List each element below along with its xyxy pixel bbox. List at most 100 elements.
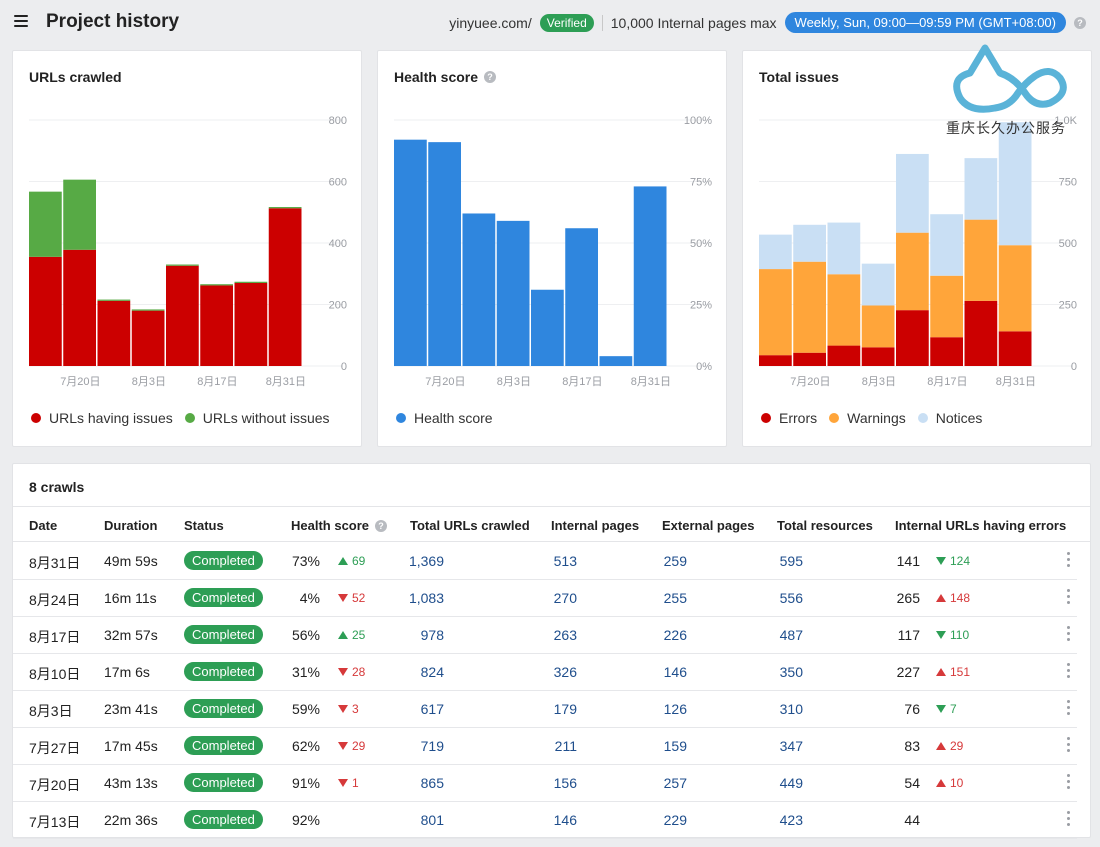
bar-urls-without-issues[interactable] bbox=[63, 179, 96, 250]
bar-urls-without-issues[interactable] bbox=[166, 264, 199, 266]
cell-internal[interactable]: 156 bbox=[553, 775, 577, 791]
cell-external[interactable]: 255 bbox=[663, 590, 687, 606]
bar-warnings[interactable] bbox=[759, 269, 792, 356]
column-header-external[interactable]: External pages bbox=[662, 518, 755, 533]
cell-resources[interactable]: 310 bbox=[779, 701, 803, 717]
bar-errors[interactable] bbox=[861, 347, 895, 366]
table-row[interactable]: 8月3日 23m 41s Completed 59% 617 179 126 310 76 3 7 bbox=[13, 691, 1077, 728]
legend-item[interactable]: Notices bbox=[917, 410, 982, 426]
bar-urls-without-issues[interactable] bbox=[97, 299, 131, 301]
table-row[interactable]: 7月27日 17m 45s Completed 62% 719 211 159 347 83 29… bbox=[13, 728, 1077, 765]
bar-urls-without-issues[interactable] bbox=[268, 207, 302, 209]
column-header-date[interactable]: Date bbox=[29, 518, 58, 533]
bar-notices[interactable] bbox=[827, 222, 861, 275]
bar-warnings[interactable] bbox=[964, 219, 998, 301]
cell-external[interactable]: 159 bbox=[663, 738, 687, 754]
table-row[interactable]: 7月20日 43m 13s Completed 91% 865 156 257 449 54 1 1… bbox=[13, 765, 1077, 802]
cell-internal[interactable]: 146 bbox=[553, 812, 577, 828]
row-menu-icon[interactable] bbox=[1063, 626, 1073, 644]
cell-external[interactable]: 259 bbox=[663, 553, 687, 569]
cell-status[interactable]: Completed bbox=[184, 810, 263, 829]
help-icon[interactable]: ? bbox=[484, 71, 497, 83]
bar-notices[interactable] bbox=[793, 224, 826, 262]
bar-errors[interactable] bbox=[964, 300, 998, 366]
legend-item[interactable]: URLs having issues bbox=[31, 410, 173, 426]
cell-resources[interactable]: 350 bbox=[779, 664, 803, 680]
legend-item[interactable]: URLs without issues bbox=[184, 410, 330, 426]
bar-health-score[interactable] bbox=[462, 213, 496, 366]
bar-urls-having-issues[interactable] bbox=[268, 208, 302, 366]
bar-urls-having-issues[interactable] bbox=[131, 310, 165, 366]
bar-health-score[interactable] bbox=[565, 228, 598, 366]
cell-external[interactable]: 229 bbox=[663, 812, 687, 828]
bar-errors[interactable] bbox=[793, 352, 826, 366]
cell-resources[interactable]: 449 bbox=[779, 775, 803, 791]
bar-health-score[interactable] bbox=[531, 289, 564, 366]
table-row[interactable]: 8月24日 16m 11s Completed 4% 1,083 270 255 556 265… bbox=[13, 580, 1077, 617]
bar-notices[interactable] bbox=[964, 158, 998, 220]
help-icon[interactable]: ? bbox=[375, 519, 388, 532]
cell-external[interactable]: 257 bbox=[663, 775, 687, 791]
cell-status[interactable]: Completed bbox=[184, 736, 263, 755]
legend-item[interactable]: Health score bbox=[396, 410, 493, 426]
bar-notices[interactable] bbox=[861, 263, 895, 306]
cell-internal[interactable]: 270 bbox=[553, 590, 577, 606]
cell-status[interactable]: Completed bbox=[184, 588, 263, 607]
cell-status[interactable]: Completed bbox=[184, 551, 263, 570]
cell-status[interactable]: Completed bbox=[184, 699, 263, 718]
row-menu-icon[interactable] bbox=[1063, 663, 1073, 681]
bar-urls-having-issues[interactable] bbox=[166, 265, 199, 366]
cell-resources[interactable]: 423 bbox=[779, 812, 803, 828]
health-score-chart[interactable]: 0% 25% 50% 75% 100% 7月20日 8月3日 8月17日 8月31日 bbox=[378, 51, 728, 448]
legend-item[interactable]: Errors bbox=[761, 410, 817, 426]
table-row[interactable]: 8月17日 32m 57s Completed 56% 978 263 226 487 117 2… bbox=[13, 617, 1077, 654]
cell-urls[interactable]: 978 bbox=[420, 627, 444, 643]
bar-warnings[interactable] bbox=[896, 232, 929, 311]
bar-notices[interactable] bbox=[896, 153, 929, 233]
total-issues-chart[interactable]: 0 250 500 750 1.0K 7月20日 8月3日 8月17日 8月31日 bbox=[743, 51, 1093, 448]
help-icon[interactable]: ? bbox=[1074, 16, 1086, 29]
bar-health-score[interactable] bbox=[633, 186, 667, 366]
cell-resources[interactable]: 347 bbox=[779, 738, 803, 754]
bar-urls-without-issues[interactable] bbox=[200, 284, 233, 286]
cell-internal[interactable]: 326 bbox=[553, 664, 577, 680]
row-menu-icon[interactable] bbox=[1063, 737, 1073, 755]
column-header-duration[interactable]: Duration bbox=[104, 518, 158, 533]
cell-resources[interactable]: 595 bbox=[779, 553, 803, 569]
bar-health-score[interactable] bbox=[394, 139, 427, 366]
bar-warnings[interactable] bbox=[998, 245, 1032, 332]
bar-urls-without-issues[interactable] bbox=[29, 191, 62, 257]
bar-health-score[interactable] bbox=[428, 142, 461, 366]
cell-urls[interactable]: 865 bbox=[420, 775, 444, 791]
row-menu-icon[interactable] bbox=[1063, 774, 1073, 792]
cell-external[interactable]: 146 bbox=[663, 664, 687, 680]
urls-crawled-chart[interactable]: 0 200 400 600 800 7月20日 8月3日 8月17日 8月31日 bbox=[13, 51, 363, 448]
cell-external[interactable]: 226 bbox=[663, 627, 687, 643]
cell-urls[interactable]: 719 bbox=[420, 738, 444, 754]
bar-errors[interactable] bbox=[930, 337, 963, 366]
cell-internal[interactable]: 211 bbox=[554, 738, 577, 754]
column-header-errors[interactable]: Internal URLs having errors bbox=[895, 518, 1067, 533]
bar-urls-having-issues[interactable] bbox=[29, 256, 62, 366]
legend-item[interactable]: Warnings bbox=[829, 410, 906, 426]
cell-resources[interactable]: 556 bbox=[779, 590, 803, 606]
cell-internal[interactable]: 513 bbox=[553, 553, 577, 569]
bar-warnings[interactable] bbox=[793, 261, 826, 353]
bar-errors[interactable] bbox=[759, 355, 792, 366]
cell-internal[interactable]: 263 bbox=[553, 627, 577, 643]
cell-status[interactable]: Completed bbox=[184, 625, 263, 644]
bar-errors[interactable] bbox=[896, 310, 929, 366]
column-header-status[interactable]: Status bbox=[184, 518, 224, 533]
cell-status[interactable]: Completed bbox=[184, 662, 263, 681]
bar-warnings[interactable] bbox=[861, 305, 895, 348]
bar-urls-having-issues[interactable] bbox=[63, 249, 96, 366]
cell-internal[interactable]: 179 bbox=[553, 701, 577, 717]
bar-urls-without-issues[interactable] bbox=[234, 281, 268, 283]
cell-status[interactable]: Completed bbox=[184, 773, 263, 792]
hamburger-menu-icon[interactable] bbox=[14, 15, 28, 27]
table-row[interactable]: 8月10日 17m 6s Completed 31% 824 326 146 350 227 28… bbox=[13, 654, 1077, 691]
cell-urls[interactable]: 824 bbox=[420, 664, 444, 680]
cell-urls[interactable]: 1,369 bbox=[408, 553, 444, 569]
bar-urls-having-issues[interactable] bbox=[234, 282, 268, 366]
bar-urls-having-issues[interactable] bbox=[200, 285, 233, 366]
